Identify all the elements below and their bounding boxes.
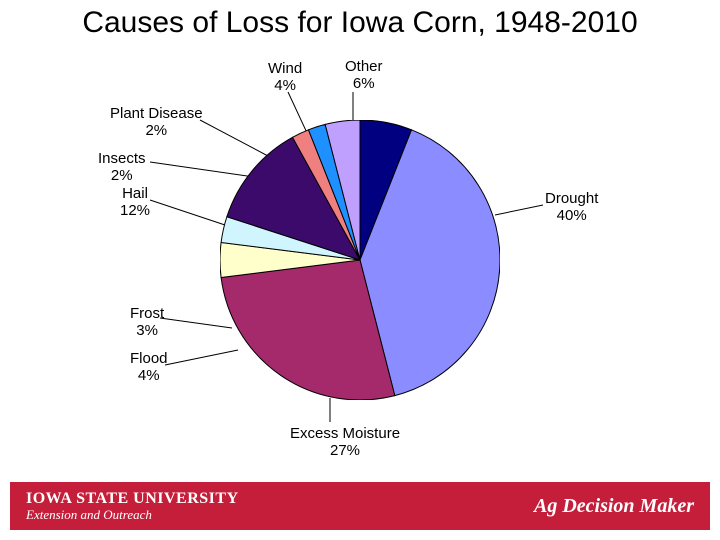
label-text: Insects (98, 150, 146, 167)
label-percent: 2% (110, 122, 203, 139)
label-percent: 4% (268, 77, 302, 94)
footer-right: Ag Decision Maker (534, 495, 694, 518)
label-frost: Frost3% (130, 305, 164, 340)
pie-svg (220, 120, 500, 400)
slide: Causes of Loss for Iowa Corn, 1948-2010 … (0, 0, 720, 540)
label-other: Other6% (345, 58, 383, 93)
pie-chart: Other6% Drought40% Excess Moisture27% Flood… (0, 50, 720, 480)
label-percent: 6% (345, 75, 383, 92)
label-plant-disease: Plant Disease2% (110, 105, 203, 140)
label-excess-moisture: Excess Moisture27% (290, 425, 400, 460)
label-insects: Insects2% (98, 150, 146, 185)
label-text: Plant Disease (110, 105, 203, 122)
label-flood: Flood4% (130, 350, 168, 385)
leader-drought (495, 205, 543, 215)
label-text: Wind (268, 60, 302, 77)
footer-subline: Extension and Outreach (26, 508, 239, 522)
label-percent: 4% (130, 367, 168, 384)
footer-left: IOWA STATE UNIVERSITY Extension and Outr… (26, 491, 239, 521)
label-wind: Wind4% (268, 60, 302, 95)
label-percent: 27% (290, 442, 400, 459)
label-text: Other (345, 58, 383, 75)
label-percent: 12% (120, 202, 150, 219)
label-percent: 2% (98, 167, 146, 184)
label-percent: 3% (130, 322, 164, 339)
label-text: Excess Moisture (290, 425, 400, 442)
label-drought: Drought40% (545, 190, 598, 225)
label-text: Frost (130, 305, 164, 322)
label-text: Drought (545, 190, 598, 207)
footer-bar: IOWA STATE UNIVERSITY Extension and Outr… (10, 482, 710, 530)
footer-university: IOWA STATE UNIVERSITY (26, 491, 239, 508)
page-title: Causes of Loss for Iowa Corn, 1948-2010 (0, 6, 720, 40)
label-text: Flood (130, 350, 168, 367)
label-hail: Hail12% (120, 185, 150, 220)
label-percent: 40% (545, 207, 598, 224)
label-text: Hail (120, 185, 150, 202)
